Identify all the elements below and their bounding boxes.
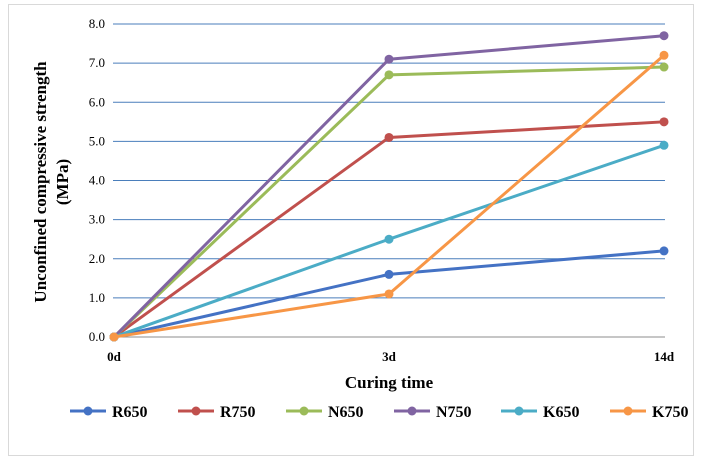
x-tick-label: 3d xyxy=(382,349,397,364)
data-point-N750 xyxy=(384,54,394,64)
data-point-N650 xyxy=(659,62,669,72)
data-point-K750 xyxy=(659,50,669,60)
data-point-R650 xyxy=(659,246,669,256)
y-tick-labels: 0.0 1.0 2.0 3.0 4.0 5.0 6.0 7.0 8.0 xyxy=(89,16,105,344)
data-point-K650 xyxy=(384,234,394,244)
y-tick-label: 0.0 xyxy=(89,329,105,344)
data-point-K750 xyxy=(384,289,394,299)
x-tick-label: 14d xyxy=(654,349,675,364)
legend-label-K650: K650 xyxy=(543,404,579,421)
legend-label-R650: R650 xyxy=(112,404,148,421)
legend-marker-K750 xyxy=(623,406,633,416)
legend-marker-N650 xyxy=(299,406,309,416)
y-tick-label: 5.0 xyxy=(89,133,105,148)
chart-frame xyxy=(8,4,694,456)
data-point-R750 xyxy=(384,132,394,142)
x-axis-title: Curing time xyxy=(345,373,434,392)
y-tick-label: 7.0 xyxy=(89,55,105,70)
legend-marker-R650 xyxy=(83,406,93,416)
x-tick-labels: 0d 3d 14d xyxy=(107,349,675,364)
y-tick-label: 4.0 xyxy=(89,173,105,188)
data-point-R750 xyxy=(659,117,669,127)
data-point-N750 xyxy=(659,31,669,41)
legend: R650 R750 N650 N750 K650 K750 xyxy=(70,404,688,421)
data-point-K750 xyxy=(109,332,119,342)
y-axis-title-line-2: (MPa) xyxy=(53,159,72,205)
x-tick-label: 0d xyxy=(107,349,122,364)
legend-label-K750: K750 xyxy=(652,404,688,421)
legend-label-R750: R750 xyxy=(220,404,256,421)
y-tick-label: 2.0 xyxy=(89,251,105,266)
legend-marker-R750 xyxy=(191,406,201,416)
series-line-R750 xyxy=(113,120,665,339)
y-tick-label: 1.0 xyxy=(89,290,105,305)
y-tick-label: 8.0 xyxy=(89,16,105,31)
y-axis-title-line-1: Unconfined compressive strength xyxy=(31,61,50,303)
data-point-K650 xyxy=(659,140,669,150)
data-point-N650 xyxy=(384,70,394,80)
legend-label-N750: N750 xyxy=(436,404,472,421)
legend-label-N650: N650 xyxy=(328,404,364,421)
y-tick-label: 6.0 xyxy=(89,94,105,109)
series-group xyxy=(109,31,669,342)
y-tick-label: 3.0 xyxy=(89,212,105,227)
legend-marker-N750 xyxy=(407,406,417,416)
legend-marker-K650 xyxy=(514,406,524,416)
data-point-R650 xyxy=(384,269,394,279)
